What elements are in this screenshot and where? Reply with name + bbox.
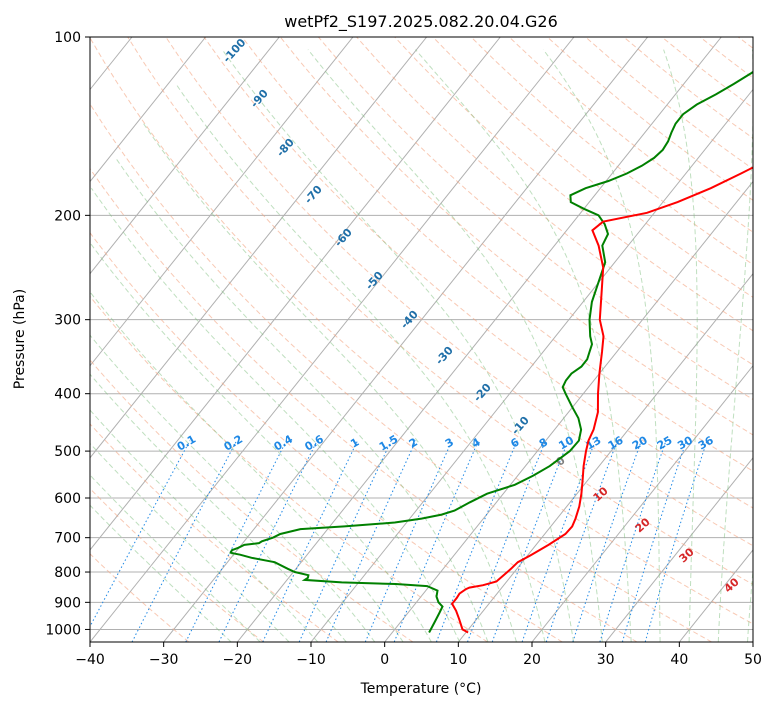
isotherm-line [90, 37, 280, 275]
moist-adiabat-line [221, 49, 575, 642]
dry-adiabat-line [90, 103, 712, 642]
mixing-ratio-line [218, 440, 318, 642]
x-axis-label: Temperature (°C) [360, 681, 482, 697]
moist-adiabat-line [717, 49, 753, 642]
moist-adiabat-line [415, 49, 632, 642]
moist-adiabats [90, 49, 753, 642]
x-tick-label: 0 [380, 652, 389, 668]
moist-adiabat-line [663, 49, 698, 642]
moist-adiabat-line [90, 409, 319, 642]
isotherm-line [457, 272, 753, 642]
mixing-ratio-line [545, 440, 618, 642]
isotherm-line [531, 364, 753, 642]
dry-adiabat-line [165, 37, 753, 547]
mixing-ratio-line [491, 440, 569, 642]
temperature-profile-line [450, 166, 753, 634]
y-tick-label: 200 [54, 208, 81, 224]
moist-adiabat-line [90, 187, 461, 642]
mixing-ratio-line [185, 440, 287, 642]
y-tick-label: 100 [54, 30, 81, 46]
moist-adiabat-line [90, 373, 347, 642]
y-tick-label: 1000 [45, 622, 81, 638]
dry-adiabat-line [432, 37, 753, 298]
mixing-ratio-line [393, 440, 479, 642]
isotherm-line [90, 37, 428, 459]
x-tick-label: −40 [75, 652, 105, 668]
x-tick-label: 40 [670, 652, 688, 668]
sounding-profiles [229, 70, 753, 634]
skewed-isotherms [90, 37, 753, 642]
chart-title: wetPf2_S197.2025.082.20.04.G26 [284, 12, 558, 32]
y-axis-label: Pressure (hPa) [12, 289, 28, 389]
mixing-ratio-line [621, 440, 687, 642]
moist-adiabat-line [90, 442, 290, 642]
x-tick-label: 20 [523, 652, 541, 668]
moist-adiabat-line [90, 291, 404, 642]
moist-adiabat-line [115, 157, 489, 642]
y-tick-label: 600 [54, 491, 81, 507]
isotherm-line [236, 37, 722, 642]
dry-adiabat-line [279, 37, 753, 436]
mixing-ratio-line [325, 440, 417, 642]
isotherm-line [163, 37, 649, 642]
moist-adiabat-line [175, 83, 546, 642]
dry-adiabat-line [90, 423, 339, 642]
moist-adiabat-line [90, 334, 376, 642]
x-tick-label: −10 [296, 652, 326, 668]
mixing-ratio-line [599, 440, 667, 642]
mixing-ratio-line [364, 440, 453, 642]
dry-adiabat-line [356, 37, 753, 366]
dry-adiabat-line [90, 553, 190, 642]
dry-adiabats [90, 37, 753, 642]
dry-adiabat-line [90, 37, 753, 625]
isotherm-line [310, 88, 753, 642]
mixing-ratio-line [298, 440, 392, 642]
y-tick-label: 400 [54, 387, 81, 403]
mixing-ratio-lines [90, 440, 708, 642]
dry-adiabat-line [203, 37, 753, 509]
x-tick-label: −30 [149, 652, 179, 668]
mixing-ratio-line [90, 440, 191, 628]
dry-adiabat-line [90, 295, 488, 642]
mixing-ratio-line [644, 440, 708, 642]
mixing-ratio-line [521, 440, 596, 642]
moist-adiabat-line [542, 49, 661, 642]
moist-adiabat-line [90, 241, 432, 642]
y-axis-ticks: 100 200 300 400 500 600 700 800 900 1000 [45, 30, 90, 638]
isotherm-line [90, 37, 501, 551]
y-tick-label: 500 [54, 444, 81, 460]
x-axis-ticks: −40 −30 −20 −10 0 10 20 30 40 50 [75, 642, 762, 668]
plot-frame [89, 36, 754, 643]
dewpoint-profile-line [229, 70, 753, 633]
y-tick-label: 300 [54, 313, 81, 329]
x-tick-label: 30 [597, 652, 615, 668]
isotherm-line [90, 37, 207, 183]
y-tick-label: 800 [54, 565, 81, 581]
isotherm-line [90, 37, 354, 367]
moist-adiabat-line [90, 504, 232, 642]
moist-adiabat-line [143, 123, 517, 642]
y-tick-label: 900 [54, 595, 81, 611]
y-tick-label: 700 [54, 531, 81, 547]
isotherm-line [90, 37, 575, 642]
dry-adiabat-line [90, 487, 264, 642]
dry-adiabat-line [241, 37, 753, 472]
moist-adiabat-line [90, 474, 261, 642]
isotherm-line [605, 457, 753, 642]
x-tick-label: −20 [223, 652, 253, 668]
x-tick-label: 50 [744, 652, 762, 668]
isotherm-line [384, 180, 753, 642]
background-lines [90, 37, 753, 642]
dry-adiabat-line [394, 37, 753, 332]
x-tick-label: 10 [449, 652, 467, 668]
dry-adiabat-line [90, 359, 414, 642]
